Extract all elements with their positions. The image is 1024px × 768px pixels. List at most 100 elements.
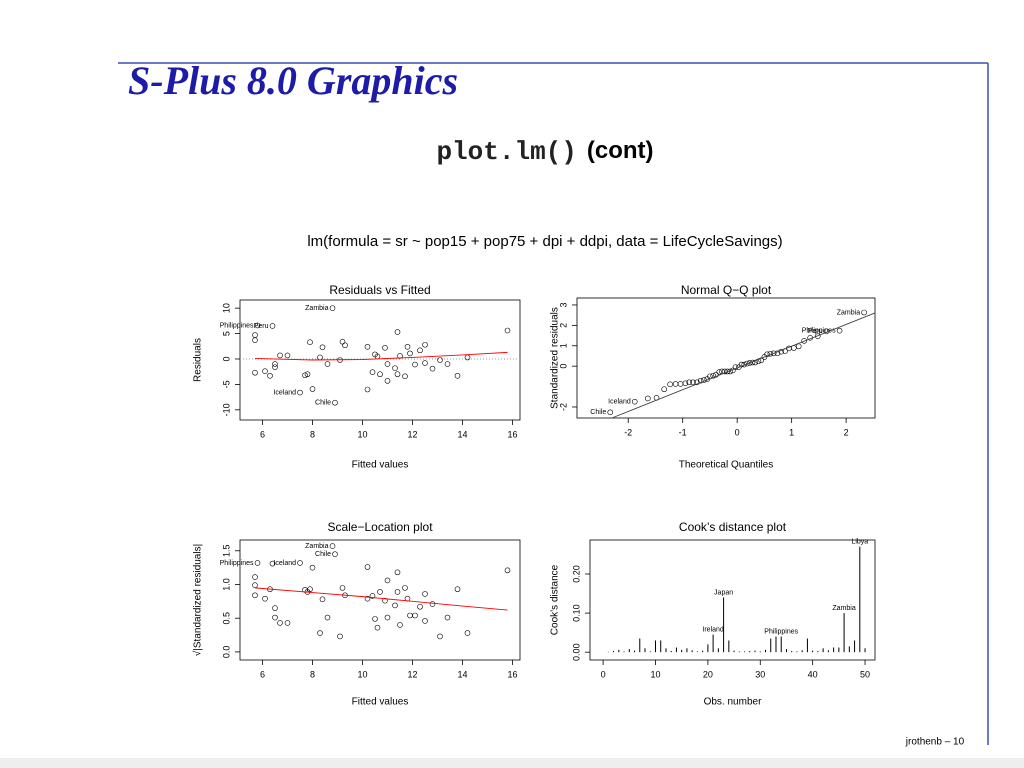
point xyxy=(716,369,722,375)
x-tick-label: 10 xyxy=(650,669,660,679)
point xyxy=(317,354,323,361)
point xyxy=(262,595,268,602)
x-tick-label: 14 xyxy=(457,429,467,439)
x-tick-label: 12 xyxy=(407,669,417,679)
point xyxy=(752,359,758,366)
point xyxy=(746,360,753,366)
point xyxy=(672,381,679,387)
y-tick-label: 0.10 xyxy=(571,604,581,622)
point xyxy=(437,633,443,640)
x-tick-label: 2 xyxy=(844,427,849,437)
x-tick-label: 10 xyxy=(357,429,367,439)
plot-frame xyxy=(239,539,521,661)
point xyxy=(369,369,376,376)
point xyxy=(277,620,283,626)
point-label: Chile xyxy=(590,409,606,416)
point xyxy=(337,633,343,640)
point xyxy=(384,614,391,621)
plot-title: Residuals vs Fitted xyxy=(329,283,430,297)
point xyxy=(770,350,777,357)
point xyxy=(394,589,401,595)
x-tick-label: 6 xyxy=(260,669,265,679)
point xyxy=(394,371,401,378)
point xyxy=(377,589,383,595)
point xyxy=(429,365,436,372)
smooth-line xyxy=(254,587,508,611)
point xyxy=(302,372,308,379)
point xyxy=(339,585,346,591)
x-axis-label: Fitted values xyxy=(352,460,409,471)
point xyxy=(422,618,428,624)
y-axis-label: Residuals xyxy=(193,338,204,382)
plot-title: Cook’s distance plot xyxy=(679,520,787,534)
point xyxy=(631,398,638,405)
point xyxy=(402,373,408,380)
point xyxy=(394,329,401,335)
point xyxy=(454,372,461,379)
y-tick-label: 1.0 xyxy=(221,578,231,591)
point xyxy=(297,560,303,566)
point xyxy=(252,574,258,580)
subtitle-rest: (cont) xyxy=(587,137,654,164)
x-tick-label: 8 xyxy=(310,669,315,679)
point xyxy=(407,612,413,619)
point xyxy=(814,333,821,339)
point xyxy=(801,338,807,344)
point xyxy=(252,337,258,343)
point xyxy=(324,361,331,367)
smooth-line xyxy=(254,351,508,361)
y-tick-label: 0.5 xyxy=(221,612,231,625)
point xyxy=(417,603,423,610)
point xyxy=(307,586,313,593)
point xyxy=(382,597,388,604)
point xyxy=(252,332,258,338)
point xyxy=(332,399,338,406)
point xyxy=(377,371,383,378)
point-label: Zambia xyxy=(305,305,328,312)
x-axis-label: Theoretical Quantiles xyxy=(679,460,774,471)
point xyxy=(384,577,391,584)
x-axis-label: Obs. number xyxy=(704,697,762,708)
y-tick-label: 3 xyxy=(558,302,568,307)
point xyxy=(277,352,283,359)
y-tick-label: -10 xyxy=(221,403,231,416)
y-tick-label: 0 xyxy=(558,364,568,369)
point xyxy=(272,361,278,367)
y-tick-label: 1 xyxy=(558,343,568,348)
point xyxy=(339,338,346,345)
point-label: Zambia xyxy=(837,309,860,316)
footer: jrothenb – 10 xyxy=(905,737,965,748)
point xyxy=(309,564,316,571)
point xyxy=(422,591,428,597)
y-axis-label: √|Standardized residuals| xyxy=(192,544,204,656)
point xyxy=(677,381,684,387)
point xyxy=(697,377,704,384)
x-tick-label: -2 xyxy=(624,427,632,437)
point xyxy=(504,327,511,334)
point xyxy=(504,567,511,574)
plot-title: Normal Q−Q plot xyxy=(681,283,772,297)
x-tick-label: 20 xyxy=(703,669,713,679)
y-tick-label: 0 xyxy=(221,356,231,361)
y-tick-label: 10 xyxy=(221,303,231,313)
point xyxy=(342,342,348,349)
y-tick-label: -5 xyxy=(221,380,231,388)
y-tick-label: 0.20 xyxy=(571,565,581,583)
point xyxy=(682,380,689,387)
y-tick-label: 5 xyxy=(221,331,231,336)
point xyxy=(724,368,731,375)
x-tick-label: 10 xyxy=(357,669,367,679)
point xyxy=(254,560,261,566)
plot-frame xyxy=(576,297,876,419)
point-label: Zambia xyxy=(832,605,855,612)
point xyxy=(332,551,338,557)
point-label: Iceland xyxy=(273,560,296,567)
point xyxy=(444,614,451,621)
point xyxy=(297,389,303,396)
point xyxy=(394,569,401,576)
x-tick-label: 0 xyxy=(601,669,606,679)
slide-title: S-Plus 8.0 Graphics xyxy=(128,58,458,103)
point xyxy=(324,614,331,621)
point xyxy=(645,395,651,402)
